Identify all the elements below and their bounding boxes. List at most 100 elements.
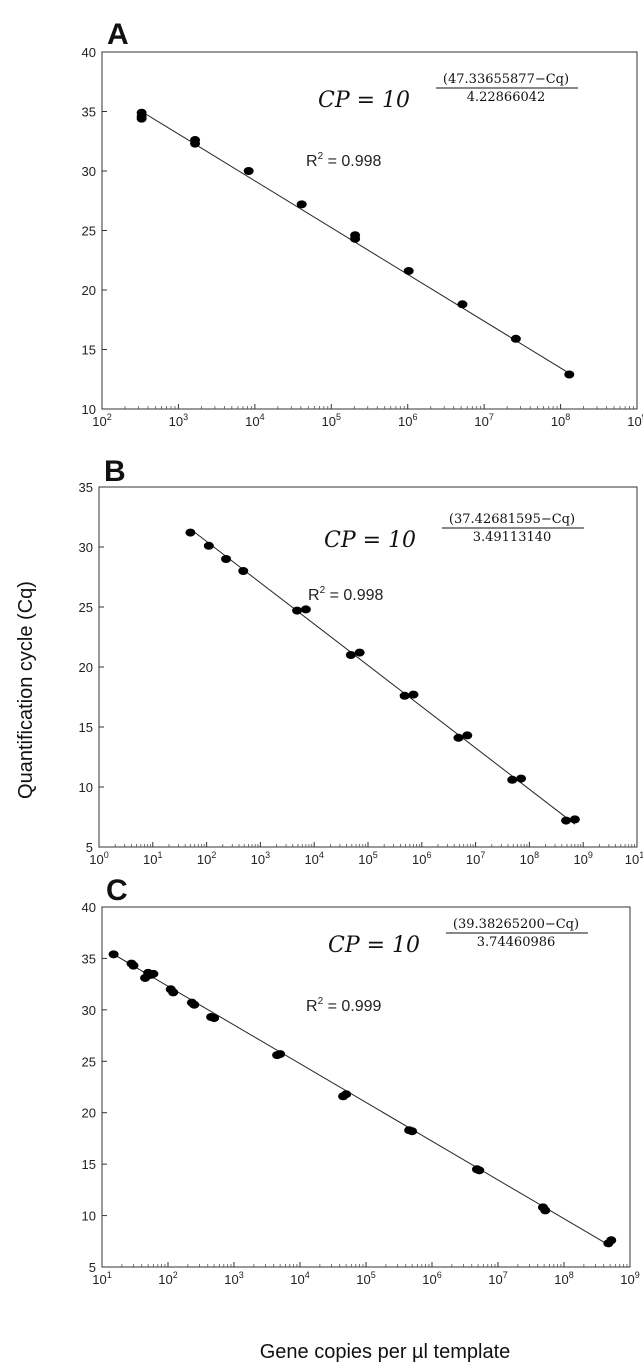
x-tick-label: 102	[92, 412, 111, 429]
data-point	[136, 114, 147, 123]
y-tick-label: 30	[82, 1003, 96, 1018]
data-point	[203, 541, 214, 550]
x-tick-label: 108	[551, 412, 570, 429]
data-point	[148, 969, 159, 978]
data-point	[606, 1236, 617, 1245]
x-tick-label: 107	[466, 850, 485, 867]
data-point	[296, 200, 307, 209]
y-tick-label: 20	[79, 660, 93, 675]
x-axis-label: Gene copies per µl template	[260, 1341, 511, 1363]
x-tick-label: 104	[304, 850, 323, 867]
equation-denominator: 3.49113140	[473, 530, 552, 545]
x-tick-label: 104	[245, 412, 264, 429]
y-tick-label: 15	[79, 720, 93, 735]
equation-lhs: CP = 10	[328, 933, 420, 958]
x-tick-label: 108	[520, 850, 539, 867]
x-tick-label: 101	[143, 850, 162, 867]
y-tick-label: 20	[82, 1106, 96, 1121]
data-point	[399, 691, 410, 700]
equation-numerator: (47.33655877−Cq)	[443, 72, 569, 87]
plot-frame	[101, 906, 631, 1268]
data-point	[300, 605, 311, 614]
data-point	[243, 167, 254, 175]
y-tick-label: 25	[82, 224, 96, 239]
y-tick-label: 30	[82, 164, 96, 179]
data-point	[189, 1000, 200, 1009]
data-point	[354, 648, 365, 657]
data-point	[507, 775, 518, 784]
data-point	[462, 731, 473, 740]
data-point	[569, 815, 580, 824]
x-tick-label: 105	[322, 412, 341, 429]
data-point	[540, 1206, 551, 1215]
x-tick-label: 107	[474, 412, 493, 429]
data-point	[168, 988, 179, 997]
x-tick-label: 107	[488, 1270, 507, 1287]
x-tick-label: 103	[251, 850, 270, 867]
x-tick-label: 102	[158, 1270, 177, 1287]
equation-denominator: 4.22866042	[467, 90, 546, 105]
chart-panel-a: 102 103 104 105 106 107 108 109 10 15 20 25 30 35 40 A C…	[82, 18, 643, 429]
y-tick-label: 30	[79, 540, 93, 555]
equation-lhs: CP = 10	[318, 88, 410, 113]
y-tick-label: 15	[82, 343, 96, 358]
y-tick-label: 40	[82, 45, 96, 60]
x-tick-label: 109	[627, 412, 643, 429]
y-tick-label: 5	[86, 840, 93, 855]
x-tick-label: 106	[398, 412, 417, 429]
data-point	[185, 528, 196, 537]
panel-letter: B	[104, 455, 126, 488]
data-point	[474, 1166, 485, 1175]
y-tick-label: 35	[82, 105, 96, 120]
chart-panel-c: 101 102 103 104 105 106 107 108 109 5 10 15 20 25 30 35…	[82, 874, 640, 1287]
y-tick-label: 10	[79, 780, 93, 795]
x-tick-label: 103	[169, 412, 188, 429]
y-tick-label: 10	[82, 1209, 96, 1224]
r-squared-label: R2 = 0.999	[306, 996, 382, 1015]
data-point	[561, 816, 572, 825]
y-axis-label: Quantification cycle (Cq)	[15, 581, 37, 799]
data-point	[221, 555, 232, 563]
data-point	[453, 733, 464, 742]
y-tick-label: 35	[82, 951, 96, 966]
r-squared-label: R2 = 0.998	[306, 151, 382, 170]
y-tick-label: 20	[82, 283, 96, 298]
x-tick-label: 106	[412, 850, 431, 867]
data-point	[407, 1127, 418, 1136]
equation-denominator: 3.74460986	[477, 935, 556, 950]
y-tick-label: 25	[82, 1054, 96, 1069]
y-tick-label: 5	[89, 1260, 96, 1275]
x-tick-label: 100	[89, 850, 108, 867]
x-tick-label: 102	[197, 850, 216, 867]
data-point	[108, 950, 119, 959]
x-tick-label: 105	[358, 850, 377, 867]
y-tick-label: 40	[82, 900, 96, 915]
data-point	[190, 139, 201, 148]
x-tick-label: 104	[290, 1270, 309, 1287]
x-tick-label: 106	[422, 1270, 441, 1287]
data-point	[345, 651, 356, 659]
data-point	[457, 300, 468, 309]
x-tick-label: 108	[554, 1270, 573, 1287]
x-tick-label: 109	[620, 1270, 639, 1287]
r-squared-label: R2 = 0.998	[308, 585, 384, 604]
x-tick-label: 103	[224, 1270, 243, 1287]
equation-numerator: (39.38265200−Cq)	[453, 917, 579, 932]
data-point	[209, 1014, 220, 1023]
data-point	[275, 1050, 286, 1059]
data-point	[128, 961, 139, 970]
panel-letter: A	[107, 18, 129, 51]
fit-line	[190, 528, 576, 825]
y-tick-label: 15	[82, 1157, 96, 1172]
data-point	[238, 567, 249, 575]
data-point	[341, 1090, 352, 1099]
data-point	[408, 690, 419, 699]
data-point	[292, 606, 303, 615]
data-point	[516, 774, 527, 783]
data-point	[510, 334, 521, 343]
x-tick-label: 109	[573, 850, 592, 867]
data-point	[350, 234, 361, 243]
equation-numerator: (37.42681595−Cq)	[449, 512, 575, 527]
